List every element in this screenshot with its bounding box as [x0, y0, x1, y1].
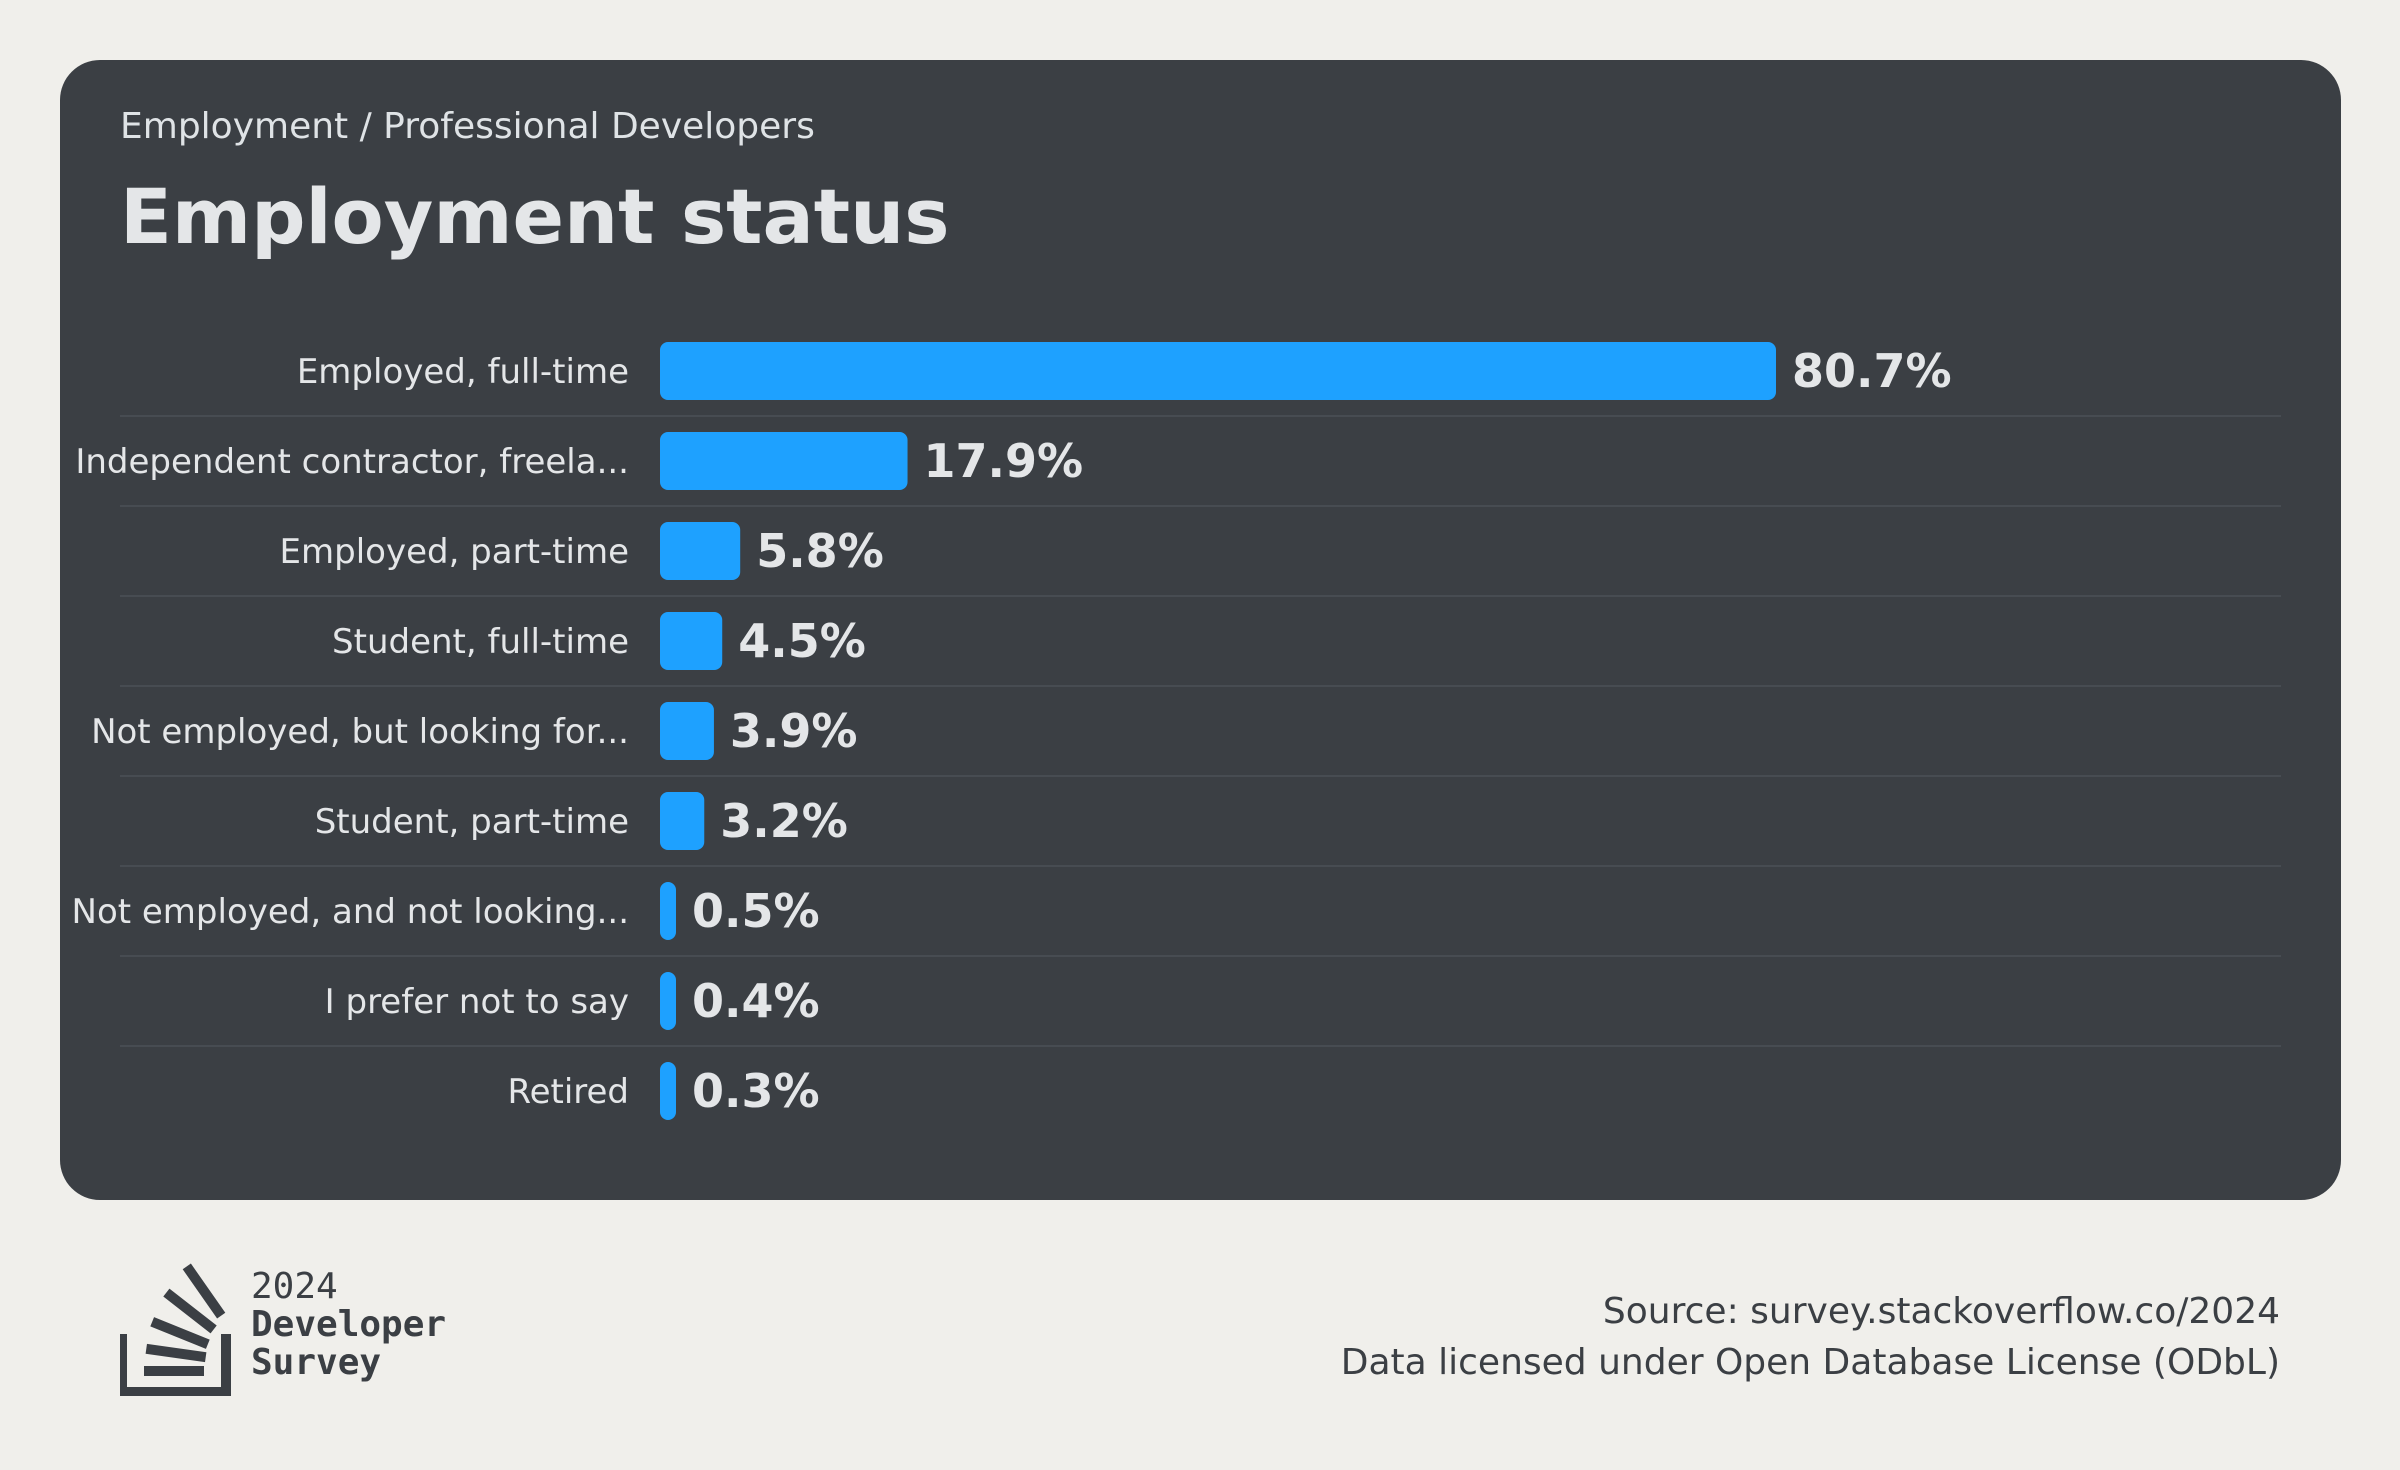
value-label: 4.5% [738, 614, 866, 668]
category-label: Student, full-time [332, 622, 629, 662]
logo-line-survey: Survey [251, 1342, 382, 1383]
bar[interactable] [660, 522, 741, 580]
category-label: Employed, part-time [280, 532, 629, 572]
bar[interactable] [660, 882, 676, 940]
value-label: 3.2% [720, 794, 848, 848]
logo-line-developer: Developer [251, 1304, 447, 1345]
bar[interactable] [660, 702, 714, 760]
breadcrumb: Employment / Professional Developers [120, 106, 815, 147]
category-label: Retired [507, 1072, 629, 1112]
value-label: 80.7% [1792, 344, 1952, 398]
bar[interactable] [660, 1062, 676, 1120]
chart-title: Employment status [120, 172, 950, 261]
category-label: Employed, full-time [297, 352, 629, 392]
logo-year: 2024 [251, 1266, 338, 1307]
bar-chart: Employed, full-time 80.7% Independent cont… [72, 342, 2281, 1120]
value-label: 0.3% [692, 1064, 820, 1118]
value-label: 0.5% [692, 884, 820, 938]
stackoverflow-logo-icon [120, 1263, 231, 1396]
bar[interactable] [660, 612, 723, 670]
source-link[interactable]: Source: survey.stackoverflow.co/2024 [1602, 1291, 2280, 1332]
bar[interactable] [660, 792, 705, 850]
category-label: Not employed, and not looking... [72, 892, 629, 932]
value-label: 5.8% [756, 524, 884, 578]
bar[interactable] [660, 342, 1776, 400]
category-label: I prefer not to say [325, 982, 629, 1022]
value-label: 17.9% [924, 434, 1084, 488]
chart-card [60, 60, 2341, 1200]
license-note: Data licensed under Open Database Licens… [1340, 1342, 2280, 1383]
category-label: Independent contractor, freela... [75, 442, 629, 482]
value-label: 0.4% [692, 974, 820, 1028]
category-label: Student, part-time [315, 802, 629, 842]
category-label: Not employed, but looking for... [91, 712, 629, 752]
value-label: 3.9% [730, 704, 858, 758]
logo-wordmark: 2024 Developer Survey [251, 1268, 446, 1382]
source-note: Source: survey.stackoverflow.co/2024 Dat… [1341, 1286, 2280, 1388]
bar[interactable] [660, 432, 908, 490]
bar[interactable] [660, 972, 676, 1030]
